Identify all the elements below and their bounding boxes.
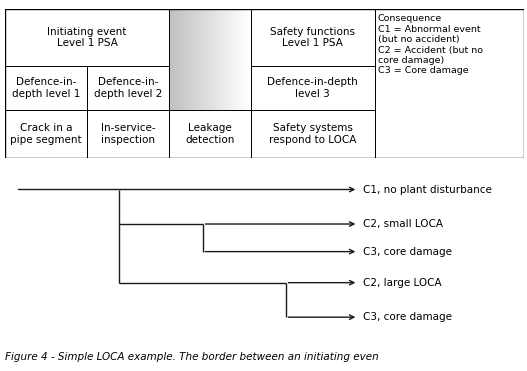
Bar bbox=[228, 9, 230, 110]
Text: Defence-in-
depth level 2: Defence-in- depth level 2 bbox=[94, 77, 162, 99]
Bar bbox=[251, 66, 375, 110]
Bar bbox=[211, 9, 213, 110]
Bar bbox=[193, 9, 196, 110]
Bar bbox=[246, 9, 248, 110]
Bar bbox=[218, 9, 220, 110]
Bar bbox=[195, 9, 197, 110]
Bar bbox=[213, 9, 215, 110]
Bar bbox=[231, 9, 233, 110]
Bar bbox=[5, 110, 87, 158]
Bar bbox=[220, 9, 222, 110]
Bar bbox=[187, 9, 189, 110]
Bar bbox=[232, 9, 235, 110]
Bar bbox=[205, 9, 207, 110]
Text: Safety systems
respond to LOCA: Safety systems respond to LOCA bbox=[269, 123, 356, 145]
Bar bbox=[192, 9, 194, 110]
Bar bbox=[251, 110, 375, 158]
Text: Consequence
C1 = Abnormal event
(but no accident)
C2 = Accident (but no
core dam: Consequence C1 = Abnormal event (but no … bbox=[378, 14, 483, 75]
Bar bbox=[247, 9, 249, 110]
Bar bbox=[216, 9, 218, 110]
Bar bbox=[200, 9, 202, 110]
Bar bbox=[241, 9, 243, 110]
Text: C2, small LOCA: C2, small LOCA bbox=[364, 219, 443, 229]
Bar bbox=[179, 9, 181, 110]
Bar bbox=[177, 9, 179, 110]
Text: Defence-in-depth
level 3: Defence-in-depth level 3 bbox=[267, 77, 358, 99]
Bar bbox=[169, 110, 251, 158]
Bar bbox=[172, 9, 174, 110]
Bar bbox=[203, 9, 206, 110]
Text: Safety functions
Level 1 PSA: Safety functions Level 1 PSA bbox=[270, 27, 355, 48]
Bar bbox=[236, 9, 238, 110]
Bar bbox=[174, 9, 176, 110]
Bar bbox=[251, 9, 375, 66]
Bar bbox=[5, 9, 169, 66]
Bar bbox=[170, 9, 173, 110]
Bar bbox=[249, 9, 251, 110]
Bar bbox=[234, 9, 237, 110]
Bar bbox=[175, 9, 178, 110]
Bar bbox=[239, 9, 241, 110]
Bar bbox=[375, 9, 524, 158]
Bar bbox=[229, 9, 231, 110]
Bar bbox=[185, 9, 187, 110]
Bar bbox=[87, 110, 169, 158]
Bar bbox=[226, 9, 228, 110]
Bar bbox=[244, 9, 246, 110]
Text: Defence-in-
depth level 1: Defence-in- depth level 1 bbox=[12, 77, 80, 99]
Bar bbox=[221, 9, 223, 110]
Bar bbox=[198, 9, 200, 110]
Bar bbox=[238, 9, 240, 110]
Bar bbox=[242, 9, 245, 110]
Bar bbox=[182, 9, 184, 110]
Text: C3, core damage: C3, core damage bbox=[364, 312, 453, 322]
Text: Crack in a
pipe segment: Crack in a pipe segment bbox=[11, 123, 82, 145]
Bar bbox=[197, 9, 199, 110]
Bar bbox=[190, 9, 192, 110]
Bar bbox=[169, 9, 171, 110]
Text: Initiating event
Level 1 PSA: Initiating event Level 1 PSA bbox=[47, 27, 126, 48]
Bar bbox=[5, 66, 87, 110]
Bar bbox=[223, 9, 225, 110]
Text: C1, no plant disturbance: C1, no plant disturbance bbox=[364, 184, 492, 194]
Bar bbox=[189, 9, 191, 110]
Text: In-service-
inspection: In-service- inspection bbox=[101, 123, 155, 145]
Bar bbox=[208, 9, 210, 110]
Bar bbox=[201, 9, 204, 110]
Bar bbox=[87, 66, 169, 110]
Bar bbox=[207, 9, 209, 110]
Text: Leakage
detection: Leakage detection bbox=[185, 123, 235, 145]
Bar bbox=[169, 9, 251, 110]
Bar bbox=[210, 9, 212, 110]
Bar bbox=[183, 9, 186, 110]
Text: C2, large LOCA: C2, large LOCA bbox=[364, 278, 442, 288]
Text: Figure 4 - Simple LOCA example. The border between an initiating even: Figure 4 - Simple LOCA example. The bord… bbox=[5, 352, 379, 362]
Bar bbox=[180, 9, 182, 110]
Bar bbox=[214, 9, 217, 110]
Text: C3, core damage: C3, core damage bbox=[364, 247, 453, 257]
Bar bbox=[225, 9, 227, 110]
